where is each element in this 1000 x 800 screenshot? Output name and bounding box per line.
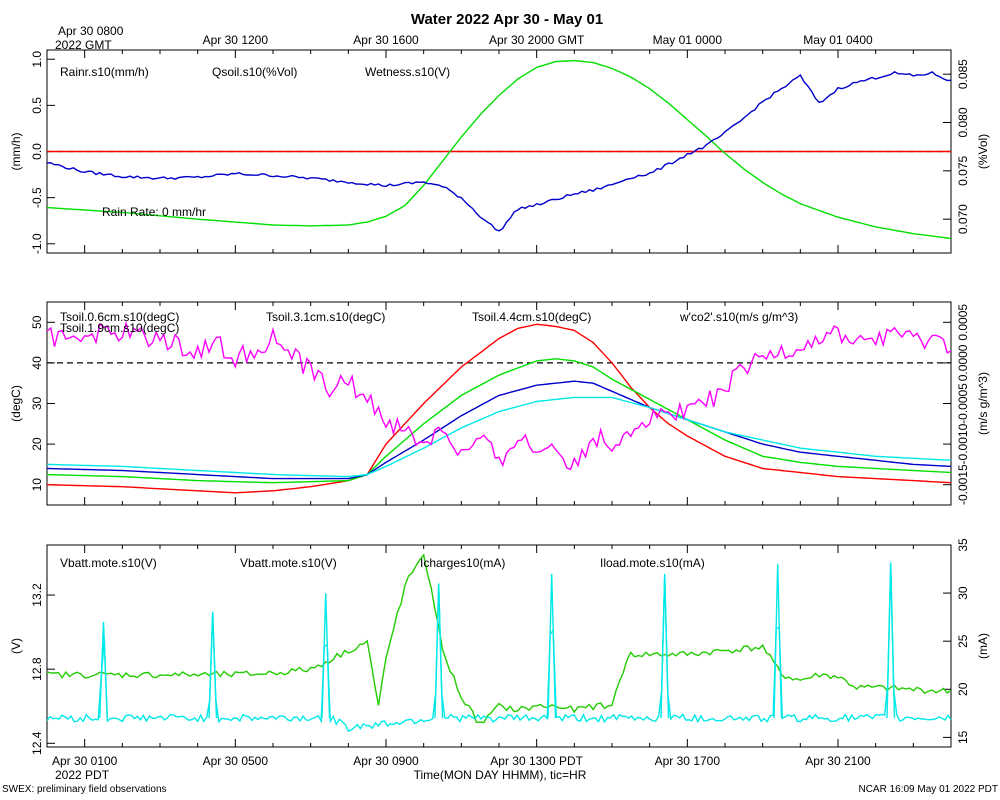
legend-tsoil-1-9cm-s10-degc: Tsoil.1.9cm.s10(degC) (60, 321, 179, 335)
right-tick-label: 0.075 (956, 155, 970, 185)
power-panel: 12.4 12.8 13.2 (V) 15 20 25 30 35 (mA) Vbatt.mote.… (9, 538, 990, 755)
x-axis-label: Time(MON DAY HHMM), tic=HR (414, 768, 587, 782)
left-axis-label: (degC) (9, 385, 23, 422)
top-axis-label: Apr 30 1600 (353, 33, 419, 47)
right-tick-label: 35 (956, 538, 970, 552)
right-tick-label: 0.080 (956, 107, 970, 137)
top-axis-first-label-line1: Apr 30 0800 (58, 24, 124, 38)
series-wetness-s10-v (46, 70, 952, 232)
legend-tsoil-0-6cm-s10-degc: Tsoil.0.6cm.s10(degC) (60, 310, 179, 324)
right-tick-label: 20 (956, 682, 970, 696)
right-tick-label: 0.0005 (956, 304, 970, 341)
left-tick-label: 0.0 (30, 143, 44, 160)
series-qsoil-s10-vol (46, 59, 952, 240)
bottom-axis-label: Apr 30 1700 (655, 754, 721, 768)
left-tick-label: 20 (30, 437, 44, 451)
series-vbatt-mote-s10-v (46, 553, 952, 724)
right-tick-label: 0.0000 (956, 344, 970, 381)
load-spike (773, 564, 783, 719)
legend-wetness-s10-v: Wetness.s10(V) (365, 65, 450, 79)
left-tick-label: 1.0 (30, 51, 44, 68)
right-axis-label: (mA) (976, 633, 990, 659)
left-tick-label: 13.2 (30, 583, 44, 607)
bottom-axis-label: Apr 30 0900 (353, 754, 419, 768)
top-axis-label: May 01 0000 (653, 33, 723, 47)
right-tick-label: -0.0005 (956, 383, 970, 424)
top-axis-label: May 01 0400 (803, 33, 873, 47)
series-w-co2-s10-m-s-g-m-3 (46, 320, 952, 471)
left-tick-label: 30 (30, 397, 44, 411)
left-tick-label: 40 (30, 356, 44, 370)
right-tick-label: 30 (956, 586, 970, 600)
legend-vbatt-mote-s10-v: Vbatt.mote.s10(V) (240, 556, 337, 570)
bottom-axis-label: Apr 30 0100 (52, 754, 118, 768)
right-tick-label: 0.070 (956, 204, 970, 234)
chart-title: Water 2022 Apr 30 - May 01 (411, 11, 603, 28)
legend-w-co2-s10-m-s-g-m-3: w'co2'.s10(m/s g/m^3) (679, 310, 798, 324)
left-tick-label: 50 (30, 315, 44, 329)
legend-qsoil-s10-vol: Qsoil.s10(%Vol) (212, 65, 297, 79)
load-spike (99, 621, 108, 719)
left-tick-label: 12.4 (30, 731, 44, 755)
bottom-axis-label: Apr 30 2100 (805, 754, 871, 768)
legend-iload-mote-s10-ma: Iload.mote.s10(mA) (600, 556, 705, 570)
series-tsoil-4-4cm-s10-degc (46, 396, 952, 478)
bottom-axis-label: Apr 30 0500 (203, 754, 269, 768)
legend-icharges10-ma: Icharges10(mA) (420, 556, 505, 570)
left-tick-label: 0.5 (30, 97, 44, 114)
top-axis-label: Apr 30 2000 GMT (489, 33, 585, 47)
top-axis-first-label-line2: 2022 GMT (55, 38, 112, 52)
legend-rainr-s10-mm-h: Rainr.s10(mm/h) (60, 65, 149, 79)
right-tick-label: -0.0010 (956, 423, 970, 464)
series-tsoil-1-9cm-s10-degc (46, 358, 952, 484)
bottom-axis-year-label: 2022 PDT (55, 768, 110, 782)
bottom-axis-label: Apr 30 1300 PDT (490, 754, 583, 768)
left-axis-label: (mm/h) (9, 133, 23, 171)
load-spike (886, 564, 896, 719)
right-axis-label: (%Vol) (976, 134, 990, 169)
left-axis-label: (V) (9, 638, 23, 654)
left-tick-label: -0.5 (30, 187, 44, 208)
top-axis-labels: Apr 30 1200 Apr 30 1600 Apr 30 2000 GMT May… (203, 33, 873, 47)
legend-vbatt-mote-s10-v: Vbatt.mote.s10(V) (60, 556, 157, 570)
right-tick-label: 15 (956, 730, 970, 744)
footer-right-note: NCAR 16:09 May 01 2022 PDT (858, 784, 998, 795)
left-tick-label: 10 (30, 478, 44, 492)
right-tick-label: 0.085 (956, 59, 970, 89)
load-spike (208, 612, 218, 719)
right-axis-label: (m/s g/m^3) (976, 372, 990, 435)
load-spike (434, 583, 444, 719)
water-panel: -1.0 -0.5 0.0 0.5 1.0 (mm/h) 0.070 0.075 0.080 0.… (9, 49, 990, 254)
load-spike (660, 573, 670, 719)
load-spike (547, 573, 557, 719)
right-tick-label: 25 (956, 634, 970, 648)
series-tsoil-0-6cm-s10-degc (46, 323, 952, 494)
load-spike (321, 593, 331, 719)
left-tick-label: -1.0 (30, 233, 44, 254)
series-tsoil-3-1cm-s10-degc (46, 380, 952, 480)
legend-tsoil-4-4cm-s10-degc: Tsoil.4.4cm.s10(degC) (472, 310, 591, 324)
series-iload-mote-s10-ma (46, 562, 952, 732)
bottom-axis-labels: Apr 30 0100 Apr 30 0500 Apr 30 0900 Apr 30 … (52, 754, 871, 768)
right-tick-label: -0.0015 (956, 464, 970, 505)
top-axis-label: Apr 30 1200 (203, 33, 269, 47)
rain-rate-annotation: Rain Rate: 0 mm/hr (102, 205, 206, 219)
left-tick-label: 12.8 (30, 657, 44, 681)
soil-temperature-panel: 10 20 30 40 50 (degC) -0.0015-0.0010-0.0005 0.0… (9, 301, 990, 506)
footer-left-note: SWEX: preliminary field observations (2, 784, 167, 795)
legend-tsoil-3-1cm-s10-degc: Tsoil.3.1cm.s10(degC) (266, 310, 385, 324)
